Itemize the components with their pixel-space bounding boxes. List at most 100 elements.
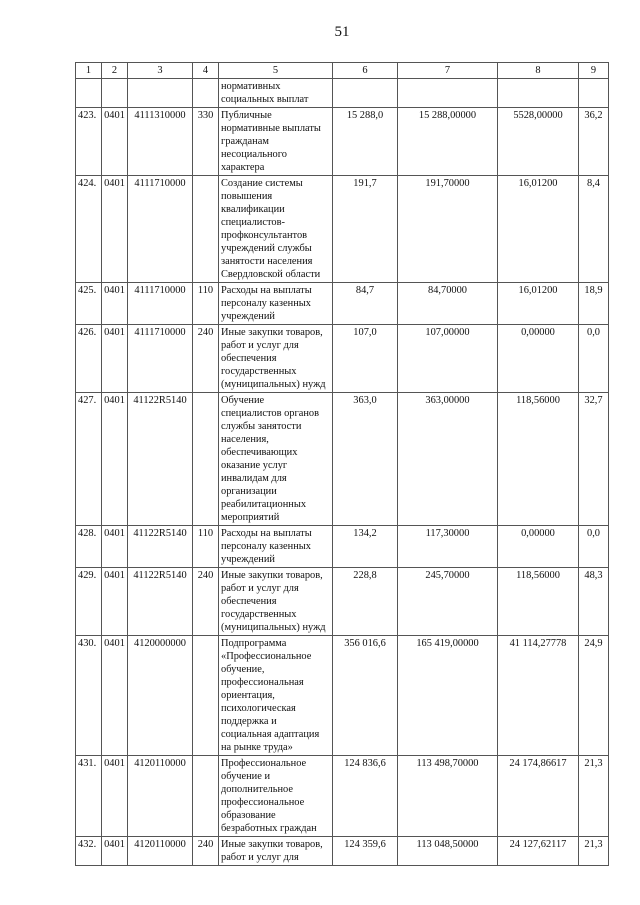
row-number-cell: 428. xyxy=(75,525,102,568)
row-number-cell: 432. xyxy=(75,836,102,866)
item-name-cell: Подпрограмма «Профессиональное обучение,… xyxy=(218,635,333,756)
expense-type-cell: 240 xyxy=(192,567,219,636)
plan-amount-cell: 84,70000 xyxy=(397,282,498,325)
table-row: 426. 0401 4111710000 240 Иные закупки товаро… xyxy=(75,324,609,393)
execution-percent-cell: 0,0 xyxy=(578,525,609,568)
table-row: 425. 0401 4111710000 110 Расходы на выплаты … xyxy=(75,282,609,325)
table-row: 431. 0401 4120110000 Профессиональное обуче… xyxy=(75,755,609,837)
page-number: 51 xyxy=(334,24,350,40)
section-code-cell: 0401 xyxy=(101,282,128,325)
plan-amount-cell: 15 288,00000 xyxy=(397,107,498,176)
expense-type-cell xyxy=(192,755,219,837)
approved-amount-cell: 191,7 xyxy=(332,175,398,283)
approved-amount-cell: 356 016,6 xyxy=(332,635,398,756)
target-code-cell: 4111710000 xyxy=(127,324,193,393)
target-code-cell: 4111710000 xyxy=(127,175,193,283)
execution-percent-cell: 48,3 xyxy=(578,567,609,636)
executed-amount-cell: 0,00000 xyxy=(497,324,579,393)
executed-amount-cell: 16,01200 xyxy=(497,175,579,283)
target-code-cell: 4111310000 xyxy=(127,107,193,176)
plan-amount-cell: 117,30000 xyxy=(397,525,498,568)
execution-percent-cell: 32,7 xyxy=(578,392,609,526)
target-code-cell xyxy=(127,78,193,108)
target-code-cell: 4120110000 xyxy=(127,836,193,866)
table-row: нормативных социальных выплат xyxy=(75,78,609,108)
section-code-cell: 0401 xyxy=(101,635,128,756)
header-cell: 8 xyxy=(497,62,579,79)
expense-type-cell: 110 xyxy=(192,282,219,325)
row-number-cell xyxy=(75,78,102,108)
execution-percent-cell: 18,9 xyxy=(578,282,609,325)
execution-percent-cell: 0,0 xyxy=(578,324,609,393)
row-number-cell: 423. xyxy=(75,107,102,176)
section-code-cell: 0401 xyxy=(101,324,128,393)
executed-amount-cell: 16,01200 xyxy=(497,282,579,325)
target-code-cell: 4111710000 xyxy=(127,282,193,325)
approved-amount-cell: 107,0 xyxy=(332,324,398,393)
executed-amount-cell: 24 174,86617 xyxy=(497,755,579,837)
executed-amount-cell: 24 127,62117 xyxy=(497,836,579,866)
item-name-cell: нормативных социальных выплат xyxy=(218,78,333,108)
row-number-cell: 429. xyxy=(75,567,102,636)
section-code-cell: 0401 xyxy=(101,525,128,568)
plan-amount-cell: 191,70000 xyxy=(397,175,498,283)
table-row: 423. 0401 4111310000 330 Публичные нормативн… xyxy=(75,107,609,176)
target-code-cell: 4120000000 xyxy=(127,635,193,756)
plan-amount-cell: 113 048,50000 xyxy=(397,836,498,866)
expense-type-cell xyxy=(192,392,219,526)
header-cell: 3 xyxy=(127,62,193,79)
section-code-cell: 0401 xyxy=(101,567,128,636)
header-cell: 1 xyxy=(75,62,102,79)
approved-amount-cell: 124 359,6 xyxy=(332,836,398,866)
plan-amount-cell: 107,00000 xyxy=(397,324,498,393)
approved-amount-cell: 363,0 xyxy=(332,392,398,526)
plan-amount-cell: 245,70000 xyxy=(397,567,498,636)
header-cell: 7 xyxy=(397,62,498,79)
item-name-cell: Расходы на выплаты персоналу казенных уч… xyxy=(218,282,333,325)
expense-type-cell xyxy=(192,635,219,756)
item-name-cell: Иные закупки товаров, работ и услуг для xyxy=(218,836,333,866)
table-row: 427. 0401 41122R5140 Обучение специалистов … xyxy=(75,392,609,526)
executed-amount-cell: 118,56000 xyxy=(497,567,579,636)
section-code-cell: 0401 xyxy=(101,755,128,837)
plan-amount-cell: 165 419,00000 xyxy=(397,635,498,756)
execution-percent-cell xyxy=(578,78,609,108)
item-name-cell: Иные закупки товаров, работ и услуг для … xyxy=(218,324,333,393)
executed-amount-cell xyxy=(497,78,579,108)
expense-type-cell: 240 xyxy=(192,836,219,866)
expense-type-cell xyxy=(192,175,219,283)
header-cell: 2 xyxy=(101,62,128,79)
row-number-cell: 427. xyxy=(75,392,102,526)
budget-table: 1 2 3 4 5 6 7 8 9 нормативных социальных… xyxy=(75,62,609,866)
executed-amount-cell: 5528,00000 xyxy=(497,107,579,176)
expense-type-cell xyxy=(192,78,219,108)
item-name-cell: Расходы на выплаты персоналу казенных уч… xyxy=(218,525,333,568)
expense-type-cell: 110 xyxy=(192,525,219,568)
plan-amount-cell: 113 498,70000 xyxy=(397,755,498,837)
section-code-cell: 0401 xyxy=(101,107,128,176)
table-row: 430. 0401 4120000000 Подпрограмма «Професси… xyxy=(75,635,609,756)
expense-type-cell: 240 xyxy=(192,324,219,393)
item-name-cell: Профессиональное обучение и дополнительн… xyxy=(218,755,333,837)
target-code-cell: 4120110000 xyxy=(127,755,193,837)
header-cell: 4 xyxy=(192,62,219,79)
table-row: 429. 0401 41122R5140 240 Иные закупки товаро… xyxy=(75,567,609,636)
row-number-cell: 431. xyxy=(75,755,102,837)
target-code-cell: 41122R5140 xyxy=(127,525,193,568)
executed-amount-cell: 41 114,27778 xyxy=(497,635,579,756)
expense-type-cell: 330 xyxy=(192,107,219,176)
approved-amount-cell: 15 288,0 xyxy=(332,107,398,176)
section-code-cell: 0401 xyxy=(101,836,128,866)
item-name-cell: Обучение специалистов органов службы зан… xyxy=(218,392,333,526)
executed-amount-cell: 118,56000 xyxy=(497,392,579,526)
approved-amount-cell: 84,7 xyxy=(332,282,398,325)
plan-amount-cell xyxy=(397,78,498,108)
target-code-cell: 41122R5140 xyxy=(127,392,193,526)
section-code-cell: 0401 xyxy=(101,175,128,283)
header-cell: 9 xyxy=(578,62,609,79)
plan-amount-cell: 363,00000 xyxy=(397,392,498,526)
approved-amount-cell xyxy=(332,78,398,108)
item-name-cell: Создание системы повышения квалификации … xyxy=(218,175,333,283)
executed-amount-cell: 0,00000 xyxy=(497,525,579,568)
table-row: 432. 0401 4120110000 240 Иные закупки товаро… xyxy=(75,836,609,866)
